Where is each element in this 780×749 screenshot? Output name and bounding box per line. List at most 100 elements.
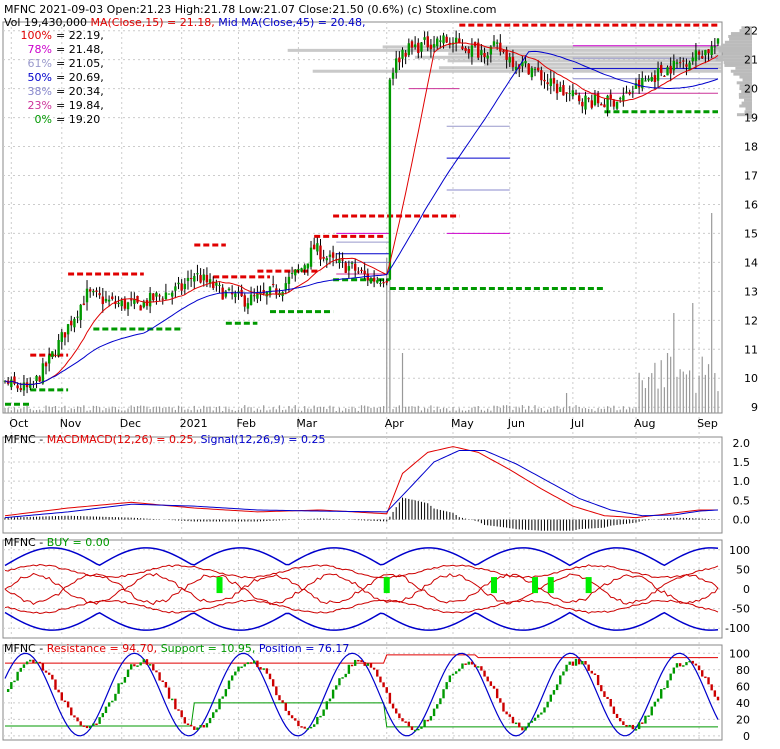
candle-body [612,100,616,107]
position-bar [95,723,98,726]
candle-body [458,38,461,44]
position-bar [193,726,196,730]
position-bar [70,707,73,716]
position-bar [164,681,168,688]
position-bar [136,665,139,667]
position-bar [467,661,470,665]
position-bar [533,717,537,721]
position-bar [448,675,452,683]
candle-body [76,316,79,318]
position-bar [262,668,265,670]
volume-profile-bar [739,87,752,91]
candle-body [505,49,508,60]
candle-body [309,247,313,267]
candle-body [682,60,685,62]
position-bar [678,663,682,667]
fib-legend-value-4: = 20.34, [56,85,104,98]
position-bar [98,717,101,724]
resistance-line [5,654,718,664]
month-label: Mar [296,417,317,430]
candle-body [101,296,105,305]
stochastic-panel [4,652,720,737]
position-bar [114,693,117,701]
volume-profile-bar [715,58,752,62]
month-label: Feb [236,417,255,430]
candle-body [678,62,682,64]
candle-body [133,298,136,304]
candle-body [328,254,332,257]
volume-profile-bar [721,43,752,47]
price-tick-label: 12 [744,314,758,327]
position-bar [218,698,221,710]
position-bar [574,658,578,666]
candle-body [35,375,38,382]
candle-body [622,95,625,101]
volume-profile-bar [448,52,722,56]
position-bar [73,715,76,718]
candle-body [521,61,524,67]
position-bar [243,664,246,667]
position-bar [278,695,281,701]
candle-body [341,259,344,261]
position-bar [372,667,376,670]
position-bar [653,701,657,707]
candle-body [704,50,707,56]
candle-body [338,259,341,264]
candle-body [448,42,452,45]
position-bar [473,664,477,668]
price-tick-label: 11 [744,343,758,356]
volume-profile-bar [730,32,752,36]
position-bar [612,706,616,714]
candle-body [574,93,578,95]
candle-body [174,286,177,291]
macd-tick-label: 0.5 [733,494,751,507]
candle-body [155,292,158,297]
candle-body [126,302,130,310]
position-bar [628,724,631,727]
position-bar [388,692,392,704]
position-bar [120,682,123,685]
candle-body [391,72,395,79]
position-bar [167,687,171,699]
buy-panel-label: MFNC - BUY = 0.00 [4,536,110,549]
candle-body [426,36,429,48]
candle-body [543,79,546,82]
position-bar [429,716,433,721]
volume-profile-bar [739,29,752,33]
position-bar [360,660,363,663]
position-bar [606,696,609,699]
candle-body [41,363,45,384]
candle-body [492,41,496,46]
volume-profile-bar [735,66,752,70]
volume-profile-bar [741,90,752,94]
position-bar [353,659,357,666]
candle-body [470,45,474,57]
candle-body [480,50,483,56]
position-bar [451,673,455,676]
position-bar [625,724,628,727]
position-bar [385,687,388,693]
candle-body [584,95,587,110]
candle-body [675,62,679,64]
candle-body [234,293,237,298]
candle-body [429,44,433,50]
position-bar [158,672,161,681]
candle-body [303,265,306,270]
position-bar [82,725,86,727]
macd-panel [4,446,719,531]
position-bar [306,728,310,730]
volume-profile-bar [718,49,752,53]
position-bar [177,709,180,711]
position-bar [410,726,414,731]
macd-panel-label: MFNC - MACDMACD(12,26) = 0.25, Signal(12… [4,433,326,446]
position-bar [319,715,322,718]
position-bar [133,664,136,667]
candle-body [388,79,392,280]
month-label: Oct [9,417,29,430]
position-bar [268,673,272,680]
buy-upper-band [4,547,719,567]
position-bar [155,670,158,673]
position-bar [663,687,666,690]
candle-body [180,283,183,291]
